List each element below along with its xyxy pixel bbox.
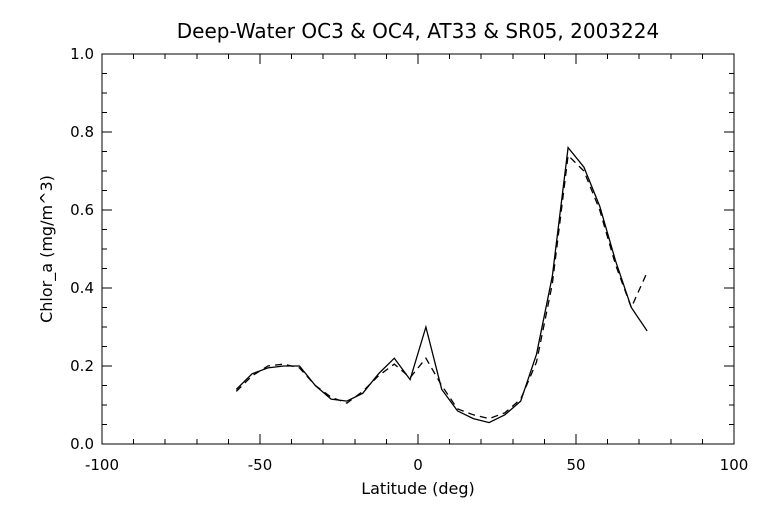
plot-frame <box>101 53 735 445</box>
axis-tick-labels: -100 -50 0 50 100 0.0 0.2 0.4 0.6 0.8 1.0 <box>70 45 748 474</box>
y-tick-label: 0.2 <box>70 357 94 375</box>
series-line-dashed <box>235 154 648 420</box>
y-tick-label: 0.0 <box>70 435 94 453</box>
y-tick-label: 0.4 <box>70 279 94 297</box>
series-group <box>235 146 648 424</box>
x-tick-label: 50 <box>566 456 585 474</box>
axis-ticks <box>101 53 735 445</box>
x-tick-label: 0 <box>413 456 423 474</box>
y-tick-label: 1.0 <box>70 45 94 63</box>
x-tick-label: -50 <box>248 456 273 474</box>
chart-title: Deep-Water OC3 & OC4, AT33 & SR05, 20032… <box>177 19 659 43</box>
y-axis-label: Chlor_a (mg/m^3) <box>37 175 57 323</box>
plot-axes <box>101 53 735 445</box>
series-line-solid <box>235 146 648 424</box>
x-tick-label: -100 <box>85 456 119 474</box>
x-axis-label: Latitude (deg) <box>361 479 475 498</box>
x-tick-label: 100 <box>720 456 749 474</box>
y-tick-label: 0.6 <box>70 201 94 219</box>
y-tick-label: 0.8 <box>70 123 94 141</box>
